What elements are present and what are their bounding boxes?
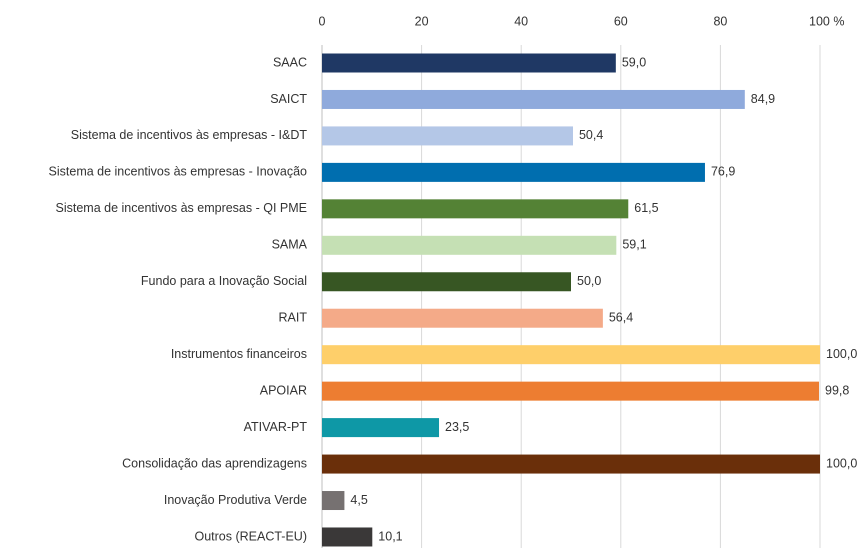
bar bbox=[322, 126, 573, 146]
bar bbox=[322, 454, 820, 474]
y-tick-label: SAAC bbox=[273, 55, 307, 69]
value-label: 23,5 bbox=[445, 420, 469, 434]
y-tick-label: Fundo para a Inovação Social bbox=[141, 274, 307, 288]
bar bbox=[322, 53, 616, 73]
x-tick-label: 60 bbox=[614, 14, 628, 28]
y-tick-label: Sistema de incentivos às empresas - I&DT bbox=[71, 128, 308, 142]
value-label: 100,0 bbox=[826, 347, 857, 361]
y-tick-label: Instrumentos financeiros bbox=[171, 347, 307, 361]
value-label: 10,1 bbox=[378, 529, 402, 543]
value-label: 84,9 bbox=[751, 92, 775, 106]
y-tick-label: Consolidação das aprendizagens bbox=[122, 456, 307, 470]
value-label: 56,4 bbox=[609, 311, 633, 325]
x-tick-label: 40 bbox=[514, 14, 528, 28]
value-label: 4,5 bbox=[350, 493, 367, 507]
bar bbox=[322, 235, 617, 255]
y-tick-label: SAICT bbox=[270, 92, 307, 106]
bar bbox=[322, 381, 820, 401]
bar bbox=[322, 418, 440, 438]
y-tick-label: Sistema de incentivos às empresas - Inov… bbox=[49, 165, 308, 179]
bar bbox=[322, 527, 373, 547]
y-tick-label: Inovação Produtiva Verde bbox=[164, 493, 307, 507]
bar bbox=[322, 345, 820, 365]
bar bbox=[322, 272, 571, 292]
y-tick-label: APOIAR bbox=[260, 383, 307, 397]
x-tick-label: 100 % bbox=[809, 14, 844, 28]
value-label: 61,5 bbox=[634, 201, 658, 215]
y-tick-label: ATIVAR-PT bbox=[244, 420, 308, 434]
bar bbox=[322, 199, 629, 219]
bar bbox=[322, 89, 745, 109]
x-tick-label: 0 bbox=[319, 14, 326, 28]
bar bbox=[322, 308, 603, 328]
value-label: 99,8 bbox=[825, 383, 849, 397]
x-tick-label: 20 bbox=[415, 14, 429, 28]
value-label: 100,0 bbox=[826, 456, 857, 470]
x-tick-label: 80 bbox=[713, 14, 727, 28]
value-label: 50,0 bbox=[577, 274, 601, 288]
value-label: 76,9 bbox=[711, 165, 735, 179]
y-tick-label: SAMA bbox=[272, 238, 308, 252]
y-tick-label: Sistema de incentivos às empresas - QI P… bbox=[56, 201, 307, 215]
value-label: 50,4 bbox=[579, 128, 603, 142]
y-tick-label: RAIT bbox=[279, 311, 308, 325]
y-tick-label: Outros (REACT-EU) bbox=[194, 529, 307, 543]
value-label: 59,1 bbox=[622, 238, 646, 252]
bar bbox=[322, 162, 705, 182]
bar bbox=[322, 491, 345, 511]
value-label: 59,0 bbox=[622, 55, 646, 69]
